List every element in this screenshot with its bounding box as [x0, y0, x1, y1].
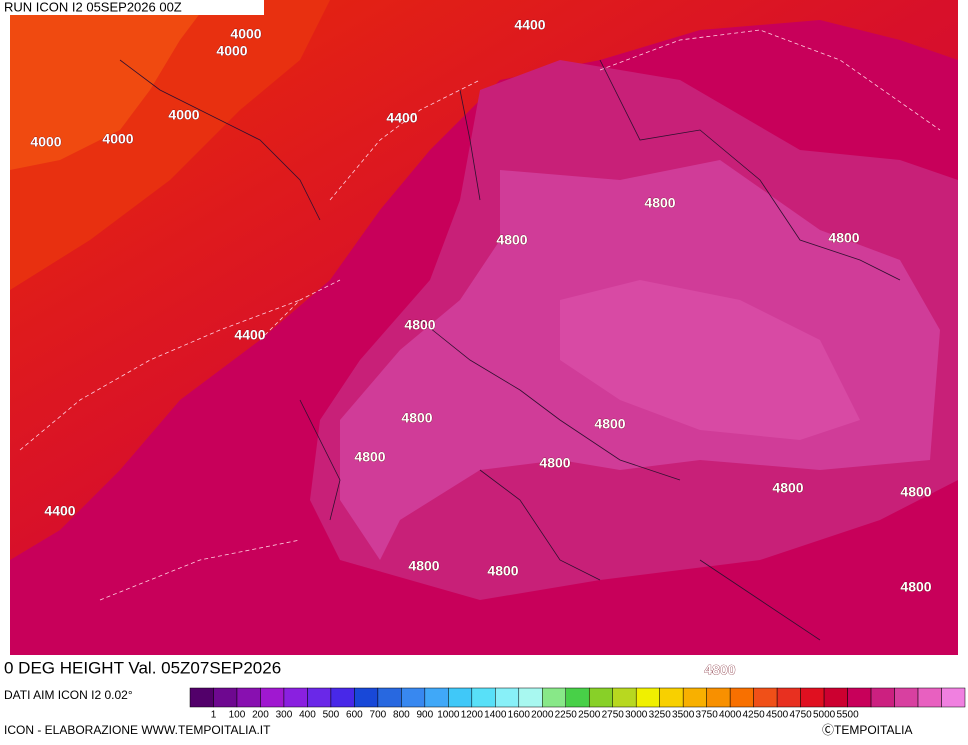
contour-label: 4800: [404, 317, 435, 333]
colorbar-label: 3000: [625, 710, 648, 721]
colorbar-swatch: [307, 687, 332, 708]
colorbar-swatch: [729, 687, 754, 708]
colorbar-label: 300: [276, 710, 293, 721]
contour-label: 4800: [772, 480, 803, 496]
colorbar-swatch: [213, 687, 238, 708]
colorbar-swatch: [847, 687, 872, 708]
colorbar-label: 4250: [743, 710, 766, 721]
colorbar-swatch: [260, 687, 285, 708]
colorbar-swatch: [612, 687, 637, 708]
colorbar-label: 4000: [719, 710, 742, 721]
colorbar-swatch: [565, 687, 590, 708]
colorbar-swatch: [283, 687, 308, 708]
colorbar-label: 5000: [813, 710, 836, 721]
colorbar-swatch: [635, 687, 660, 708]
colorbar-label: 2500: [578, 710, 601, 721]
colorbar-swatch: [588, 687, 613, 708]
contour-label: 4400: [44, 503, 75, 519]
source: DATI AIM ICON I2 0.02°: [4, 688, 133, 702]
contour-label: 4800: [408, 558, 439, 574]
colorbar-label: 1400: [484, 710, 507, 721]
contour-label: 4800: [900, 579, 931, 595]
colorbar-label: 1200: [461, 710, 484, 721]
run-label: RUN ICON I2 05SEP2026 00Z: [4, 0, 182, 14]
footer-title: 0 DEG HEIGHT Val. 05Z07SEP2026: [4, 658, 281, 677]
contour-label: 4800: [594, 416, 625, 432]
colorbar-swatch: [401, 687, 426, 708]
colorbar-swatch: [495, 687, 520, 708]
colorbar-label: 2000: [531, 710, 554, 721]
colorbar-swatch: [189, 687, 214, 708]
contour-label: 4000: [230, 26, 261, 42]
colorbar-label: 2250: [555, 710, 578, 721]
colorbar-swatch: [236, 687, 261, 708]
contour-label: 4800: [704, 662, 735, 678]
contour-label: 4000: [30, 134, 61, 150]
header-box: [0, 0, 264, 15]
colorbar-label: 3250: [649, 710, 672, 721]
colorbar-swatch: [659, 687, 684, 708]
contour-label: 4000: [168, 107, 199, 123]
colorbar-swatch: [330, 687, 355, 708]
colorbar-swatch: [354, 687, 379, 708]
colorbar-swatch: [471, 687, 496, 708]
colorbar-label: 3750: [696, 710, 719, 721]
colorbar-label: 4750: [789, 710, 812, 721]
contour-label: 4800: [487, 563, 518, 579]
colorbar-label: 800: [393, 710, 410, 721]
colorbar-swatch: [424, 687, 449, 708]
contour-label: 4000: [216, 43, 247, 59]
colorbar-swatch: [682, 687, 707, 708]
colorbar-swatch: [800, 687, 825, 708]
colorbar-swatch: [706, 687, 731, 708]
colorbar-swatch: [518, 687, 543, 708]
colorbar-label: 3500: [672, 710, 695, 721]
contour-label: 4000: [102, 131, 133, 147]
contour-label: 4800: [539, 455, 570, 471]
colorbar-swatch: [377, 687, 402, 708]
colorbar-label: 500: [323, 710, 340, 721]
colorbar-label: 200: [252, 710, 269, 721]
colorbar-label: 5500: [836, 710, 859, 721]
contour-label: 4400: [234, 327, 265, 343]
colorbar-swatch: [823, 687, 848, 708]
contour-label: 4400: [386, 110, 417, 126]
credit: ICON - ELABORAZIONE WWW.TEMPOITALIA.IT: [4, 723, 271, 737]
colorbar-label: 400: [299, 710, 316, 721]
map: [10, 0, 958, 655]
colorbar-label: 1: [211, 710, 217, 721]
colorbar-swatch: [941, 687, 966, 708]
colorbar-label: 100: [229, 710, 246, 721]
contour-label: 4800: [354, 449, 385, 465]
colorbar-label: 1600: [508, 710, 531, 721]
contour-label: 4800: [828, 230, 859, 246]
colorbar-swatch: [776, 687, 801, 708]
colorbar-swatch: [542, 687, 567, 708]
title-box: [0, 655, 414, 683]
colorbar-label: 4500: [766, 710, 789, 721]
colorbar-label: 600: [346, 710, 363, 721]
contour-label: 4800: [401, 410, 432, 426]
colorbar-swatch: [894, 687, 919, 708]
colorbar-swatch: [448, 687, 473, 708]
colorbar-label: 1000: [437, 710, 460, 721]
copyright: ⒸTEMPOITALIA: [822, 723, 912, 737]
colorbar-label: 900: [417, 710, 434, 721]
contour-label: 4400: [514, 17, 545, 33]
colorbar-swatch: [753, 687, 778, 708]
colorbar-swatch: [917, 687, 942, 708]
contour-label: 4800: [644, 195, 675, 211]
contour-label: 4800: [900, 484, 931, 500]
colorbar-label: 700: [370, 710, 387, 721]
contour-label: 4800: [496, 232, 527, 248]
colorbar-label: 2750: [602, 710, 625, 721]
colorbar-swatch: [870, 687, 895, 708]
